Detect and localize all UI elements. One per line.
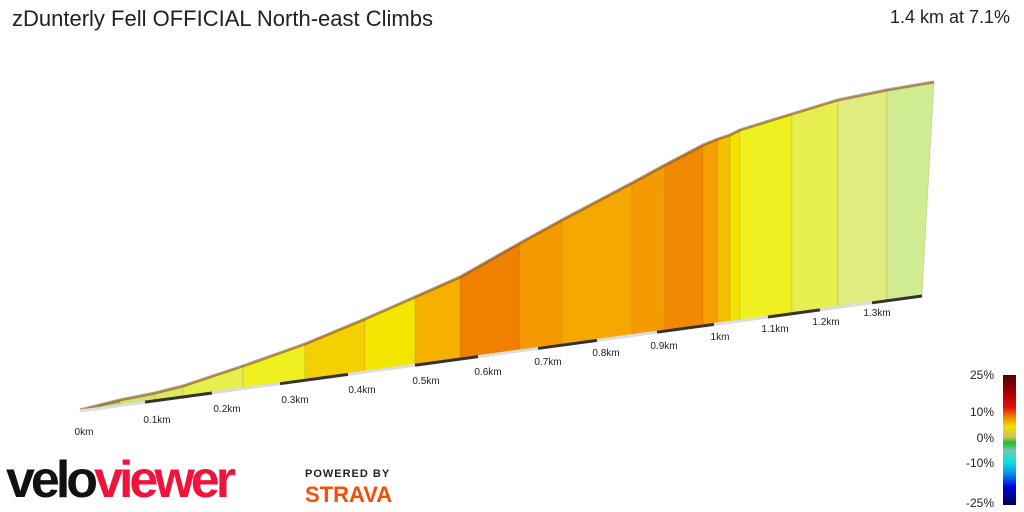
grade-segment — [414, 276, 461, 365]
axis-tick-segment — [144, 391, 213, 404]
axis-tick-segment — [347, 363, 416, 376]
x-tick-label: 1km — [711, 332, 730, 343]
legend-label: -25% — [965, 496, 994, 510]
x-tick-label: 0.5km — [412, 376, 439, 387]
axis-tick-segment — [713, 315, 769, 326]
axis-tick-segment — [819, 301, 873, 312]
grade-segment — [791, 99, 839, 314]
grade-segment — [837, 89, 888, 307]
legend-label: 25% — [969, 368, 994, 382]
axis-tick-segment — [596, 330, 658, 342]
axis-tick-segment — [656, 322, 715, 334]
axis-tick-segment — [537, 338, 598, 350]
veloviewer-logo: veloviewer — [6, 451, 236, 509]
grade-segment — [631, 164, 666, 335]
grade-segment — [664, 144, 704, 331]
grade-segment — [717, 134, 731, 324]
x-tick-label: 1.2km — [812, 317, 839, 328]
axis-tick-segment — [211, 382, 281, 395]
x-tick-label: 0.8km — [592, 348, 619, 359]
grade-segment — [561, 182, 633, 345]
axis-tick-segment — [279, 372, 349, 386]
axis-tick-segment — [79, 400, 146, 413]
legend-label: 0% — [976, 431, 994, 445]
strava-logo: STRAVA — [305, 482, 393, 507]
x-tick-label: 0km — [75, 427, 94, 438]
profile-ridge — [79, 80, 935, 412]
powered-by-label: POWERED BY — [305, 468, 391, 480]
grade-segment — [886, 81, 935, 301]
x-tick-label: 0.7km — [534, 357, 561, 368]
axis-tick-segment — [477, 346, 539, 359]
legend-label: 10% — [969, 405, 994, 419]
grade-segment — [702, 138, 719, 326]
gradient-legend-bar — [1003, 375, 1016, 505]
x-tick-label: 0.6km — [474, 367, 501, 378]
x-tick-label: 1.1km — [761, 324, 788, 335]
legend-label: -10% — [965, 456, 994, 470]
axis-tick-segment — [414, 355, 479, 367]
axis-tick-segment — [871, 294, 923, 305]
grade-segment — [729, 129, 741, 322]
climb-summary: 1.4 km at 7.1% — [889, 7, 1010, 27]
page-title: zDunterly Fell OFFICIAL North-east Climb… — [12, 6, 433, 31]
grade-segment — [304, 318, 366, 380]
x-tick-label: 0.9km — [650, 341, 677, 352]
axis-tick-segment — [767, 308, 821, 319]
x-tick-label: 0.2km — [213, 404, 240, 415]
x-tick-label: 0.1km — [143, 415, 170, 426]
x-tick-label: 0.3km — [281, 395, 308, 406]
x-tick-label: 0.4km — [348, 385, 375, 396]
x-tick-label: 1.3km — [863, 308, 890, 319]
grade-segment — [739, 113, 793, 321]
